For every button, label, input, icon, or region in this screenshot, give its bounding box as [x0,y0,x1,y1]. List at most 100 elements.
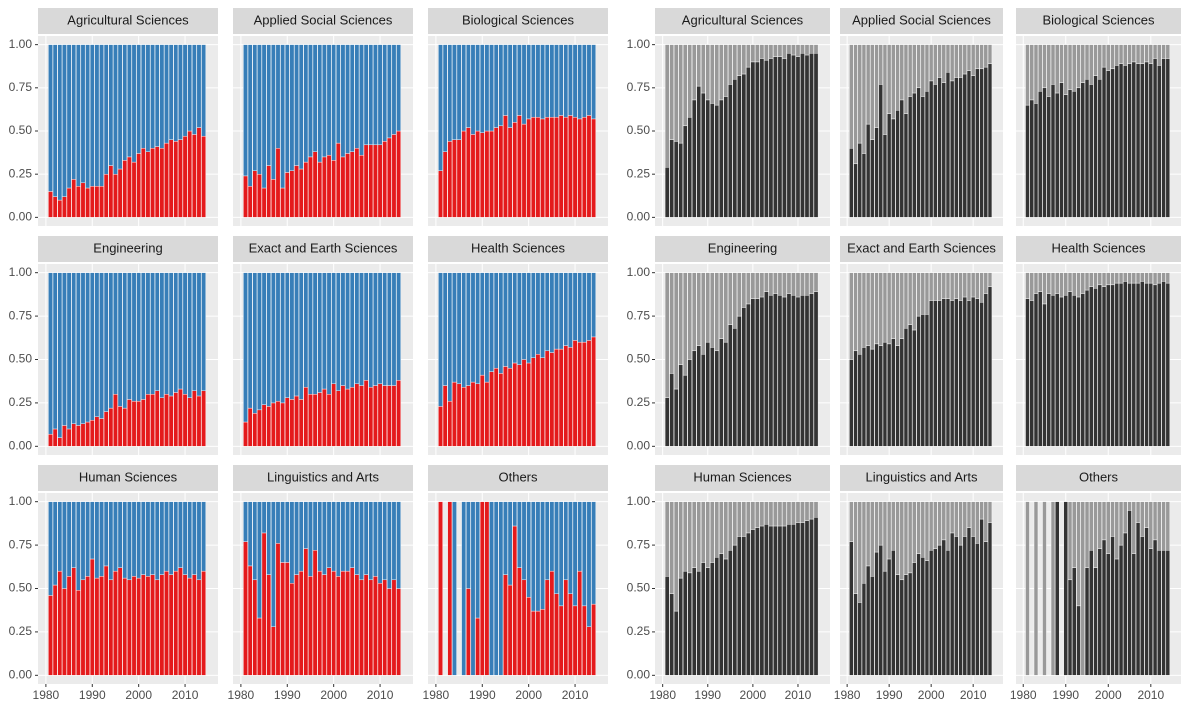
facet: Engineering 0.00 0.25 0.50 0.75 1.00 [9,236,218,455]
bar-segment [373,144,378,218]
bar-segment [1165,501,1170,551]
strip [38,8,218,34]
bar-segment [108,501,114,581]
y-tick-label: 0.25 [9,624,33,638]
bar-segment [908,272,913,325]
bar-segment [1148,63,1153,218]
bar-segment [489,501,494,676]
bar-segment [786,501,792,525]
bar-segment [1025,501,1030,676]
bar-segment [377,501,383,584]
bar-segment [577,501,583,572]
y-tick-label: 0.00 [627,210,651,224]
bar-segment [322,44,327,158]
bar-segment [1110,272,1115,286]
bar-segment [678,44,683,144]
bar-segment [962,296,967,447]
bar-segment [196,127,202,218]
bar-segment [136,501,142,579]
bar-segment [759,525,765,676]
bar-segment [136,577,142,676]
bar-segment [954,298,959,447]
bar-segment [456,44,462,140]
bar-segment [682,501,688,572]
bar-segment [696,501,702,572]
bar-segment [48,272,53,435]
bar-segment [759,44,765,59]
bar-segment [1029,272,1034,301]
bar-segment [568,593,573,676]
bar-segment [870,576,875,676]
bar-segment [687,501,693,574]
bar-segment [586,340,592,447]
bar-segment [554,44,559,118]
bar-segment [99,272,104,419]
bar-segment [1135,282,1141,447]
strip [1016,8,1181,34]
bar-segment [920,96,925,218]
bar-segment [732,544,738,676]
bar-segment [461,387,467,447]
bar-segment [544,116,550,218]
bar-segment [196,579,202,676]
bar-segment [363,272,369,381]
bar-segment [1050,44,1056,85]
bar-segment [122,577,128,676]
bar-segment [57,199,63,218]
strip [1016,465,1181,491]
bar-segment [308,272,313,395]
bar-segment [1063,295,1068,447]
y-tick-label: 1.00 [627,37,651,51]
bar-segment [937,300,942,447]
bar-segment [1144,61,1149,218]
bar-segment [535,116,541,218]
bar-segment [201,501,206,572]
bar-segment [857,501,862,603]
bar-segment [479,374,485,447]
bar-segment [582,501,587,607]
bar-segment [349,387,355,447]
bar-segment [66,576,72,676]
bar-segment [916,272,921,317]
bar-segment [563,345,569,447]
bar-segment [920,314,925,447]
bar-segment [857,272,862,355]
bar-segment [178,501,183,568]
bar-segment [732,501,738,546]
bar-segment [691,501,697,568]
bar-segment [714,557,720,676]
bar-segment [1131,272,1136,284]
strip-title: Exact and Earth Sciences [847,240,996,255]
bar-segment [1144,282,1149,447]
bar-segment [861,347,867,447]
bar-segment [182,272,188,395]
strip-title: Engineering [708,240,777,255]
bar-segment [782,58,787,218]
bar-segment [664,44,670,168]
bar-segment [99,186,104,218]
bar-segment [317,570,323,676]
bar-segment [284,562,290,676]
bar-segment [755,44,760,63]
bar-segment [521,272,527,360]
bar-segment [76,425,81,447]
bar-segment [512,525,518,676]
bar-segment [52,44,58,197]
bar-segment [1055,272,1060,294]
bar-segment [122,272,128,409]
bar-segment [275,400,281,447]
x-tick-label: 2000 [515,688,542,702]
bar-segment [1097,44,1102,80]
bar-segment [1101,66,1107,218]
bar-segment [382,385,388,447]
bar-segment [89,186,95,218]
bar-segment [768,58,774,218]
bar-segment [154,272,160,391]
bar-segment [764,291,769,447]
bar-segment [700,272,706,355]
bar-segment [484,501,490,676]
bar-segment [261,404,267,447]
bar-segment [493,272,499,369]
bar-segment [298,272,304,400]
bar-segment [94,44,100,187]
